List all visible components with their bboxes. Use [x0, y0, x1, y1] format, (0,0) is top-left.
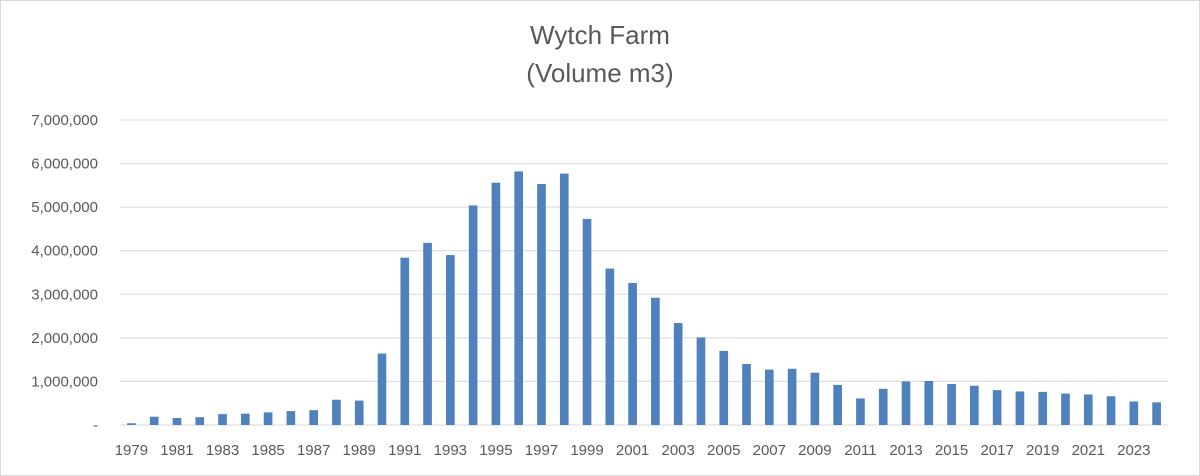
x-tick-label: 2007 [753, 442, 786, 459]
x-tick-label: 1991 [388, 442, 421, 459]
bar-2004 [696, 337, 706, 425]
bar-2000 [605, 268, 615, 425]
bar-1979 [127, 423, 136, 425]
x-tick-label: 2017 [980, 442, 1013, 459]
bar-2012 [878, 388, 888, 425]
bar-1988 [332, 399, 341, 425]
x-tick-label: 2001 [616, 442, 649, 459]
bar-1985 [263, 412, 273, 425]
bar-2007 [764, 369, 774, 425]
bar-1999 [582, 218, 592, 425]
bar-1984 [240, 413, 250, 425]
bar-2010 [833, 384, 842, 425]
y-tick-label: 1,000,000 [31, 373, 98, 390]
x-tick-label: 2023 [1117, 442, 1150, 459]
bar-2008 [787, 368, 797, 425]
x-tick-label: 2015 [935, 442, 968, 459]
bar-2024 [1152, 402, 1161, 425]
x-tick-label: 2021 [1072, 442, 1105, 459]
bar-1994 [468, 205, 478, 425]
x-tick-label: 2011 [844, 442, 876, 459]
y-tick-label: 3,000,000 [31, 286, 98, 303]
y-tick-label: 4,000,000 [31, 243, 98, 260]
bar-1981 [172, 418, 182, 425]
bar-1987 [309, 410, 318, 425]
x-tick-label: 2013 [889, 442, 922, 459]
bar-1995 [491, 182, 501, 425]
x-tick-label: 1997 [525, 442, 558, 459]
bar-2015 [947, 384, 956, 425]
bar-2022 [1106, 396, 1116, 425]
bar-1983 [218, 414, 227, 425]
x-tick-label: 1979 [115, 442, 148, 459]
bar-1993 [446, 255, 455, 425]
bar-2023 [1129, 401, 1139, 425]
x-tick-label: 1995 [479, 442, 512, 459]
bar-2019 [1038, 391, 1048, 425]
bar-1998 [559, 173, 569, 425]
y-tick-label: 2,000,000 [31, 330, 98, 347]
bar-2017 [992, 390, 1002, 425]
bar-1996 [514, 171, 524, 425]
y-tick-label: 5,000,000 [31, 199, 98, 216]
bar-1980 [149, 416, 159, 425]
bar-2005 [719, 350, 729, 425]
x-tick-label: 2019 [1026, 442, 1059, 459]
bar-2018 [1015, 391, 1025, 425]
x-tick-label: 2005 [707, 442, 740, 459]
x-tick-label: 1981 [160, 442, 193, 459]
bar-2006 [742, 364, 751, 425]
bar-1986 [286, 411, 296, 425]
x-tick-label: 2009 [798, 442, 831, 459]
bar-2013 [901, 381, 911, 425]
bar-2009 [810, 372, 820, 425]
x-tick-label: 1993 [434, 442, 467, 459]
bar-1997 [537, 184, 546, 425]
x-tick-label: 1999 [570, 442, 603, 459]
bar-1991 [400, 257, 410, 425]
bar-1989 [354, 400, 364, 425]
y-tick-label: 7,000,000 [31, 112, 98, 129]
chart-subtitle: (Volume m3) [526, 58, 674, 88]
bar-1982 [195, 417, 205, 425]
bar-2001 [628, 282, 637, 425]
bar-2021 [1083, 394, 1093, 425]
bar-2011 [856, 398, 865, 425]
x-tick-label: 1983 [206, 442, 239, 459]
y-tick-label: 6,000,000 [31, 156, 98, 173]
x-tick-label: 1989 [343, 442, 376, 459]
bar-1992 [423, 242, 432, 425]
y-tick-label: - [93, 417, 98, 434]
x-tick-label: 2003 [661, 442, 694, 459]
bar-2002 [651, 297, 660, 425]
bar-2020 [1061, 393, 1070, 425]
bar-1990 [377, 353, 387, 425]
bar-2014 [924, 380, 934, 425]
chart-title: Wytch Farm [530, 20, 670, 50]
bar-2003 [673, 323, 683, 425]
x-tick-label: 1985 [251, 442, 284, 459]
x-tick-label: 1987 [297, 442, 330, 459]
bar-2016 [970, 385, 979, 425]
